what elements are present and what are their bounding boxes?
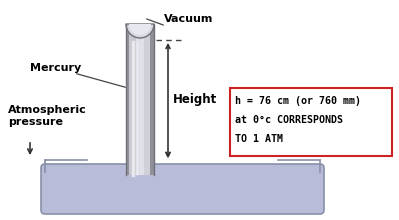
Bar	[230, 88, 392, 156]
Wedge shape	[129, 24, 151, 35]
Bar	[126, 24, 129, 175]
Text: pressure: pressure	[8, 117, 63, 127]
Text: Mercury: Mercury	[30, 63, 81, 73]
Text: TO 1 ATM: TO 1 ATM	[235, 134, 283, 144]
Text: at 0°c CORRESPONDS: at 0°c CORRESPONDS	[235, 115, 343, 125]
FancyBboxPatch shape	[41, 164, 324, 214]
Bar	[128, 42, 152, 175]
Text: Atmospheric: Atmospheric	[8, 105, 87, 115]
Bar	[144, 24, 150, 175]
Bar	[150, 24, 154, 175]
Bar	[136, 24, 144, 175]
Bar	[129, 24, 136, 175]
Text: Vacuum: Vacuum	[164, 14, 213, 24]
Wedge shape	[126, 24, 154, 38]
Text: Height: Height	[173, 94, 217, 106]
Text: h = 76 cm (or 760 mm): h = 76 cm (or 760 mm)	[235, 96, 361, 106]
